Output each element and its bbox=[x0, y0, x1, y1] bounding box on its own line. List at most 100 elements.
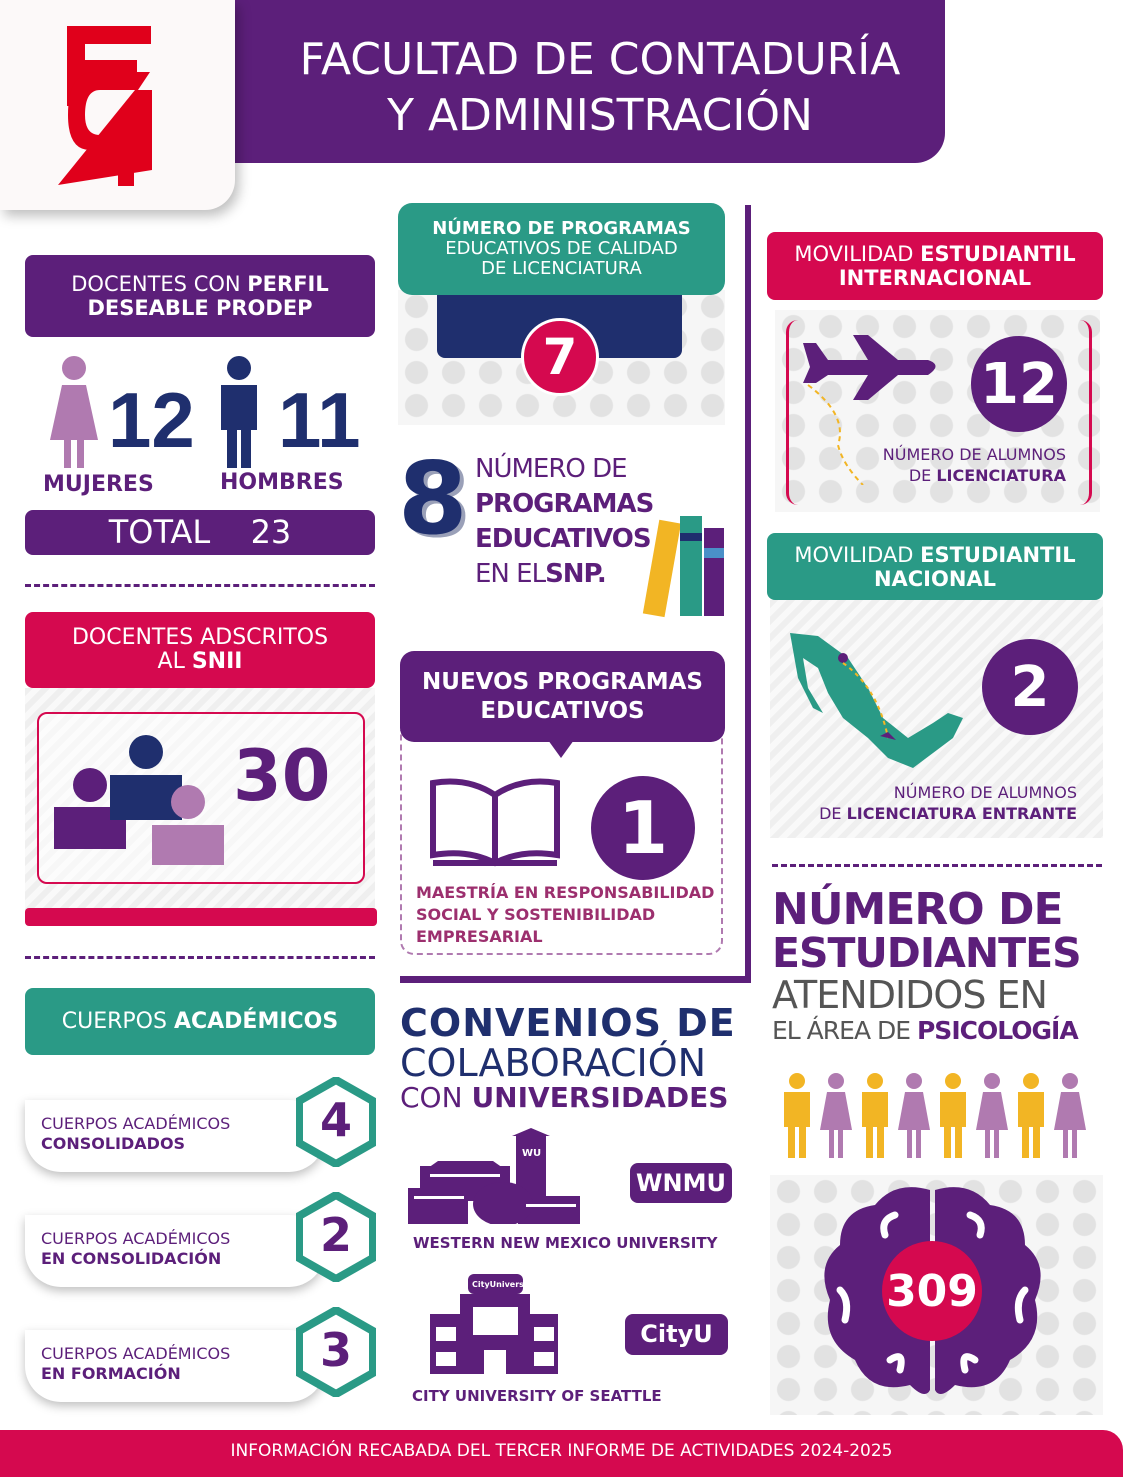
wnmu-building-sign: WU bbox=[522, 1148, 541, 1159]
nuevos-title-line1: NUEVOS PROGRAMAS bbox=[422, 668, 703, 695]
nuevos-desc: MAESTRÍA EN RESPONSABILIDAD SOCIAL Y SOS… bbox=[416, 882, 714, 948]
hexagon-badge: 2 bbox=[296, 1192, 376, 1282]
cuerpos-value: 3 bbox=[319, 1323, 352, 1377]
cityu-building-sign: CityUniversity bbox=[472, 1280, 537, 1289]
hexagon-badge: 3 bbox=[296, 1307, 376, 1397]
nuevos-value: 1 bbox=[591, 776, 695, 880]
people-row bbox=[780, 1072, 1087, 1160]
mov-nac-value: 2 bbox=[982, 639, 1078, 735]
snp-value: 8 bbox=[398, 440, 468, 557]
person-icon bbox=[820, 1073, 852, 1158]
cuerpos-header: CUERPOS ACADÉMICOS bbox=[25, 988, 375, 1055]
books-icon bbox=[642, 516, 724, 618]
calidad-line1: NÚMERO DE PROGRAMAS bbox=[432, 218, 691, 239]
nuevos-desc-line2: SOCIAL Y SOSTENIBILIDAD bbox=[416, 905, 656, 924]
cuerpos-item: CUERPOS ACADÉMICOS CONSOLIDADOS bbox=[25, 1100, 325, 1172]
women-count: 12 bbox=[108, 376, 195, 464]
mov-nac-header: MOVILIDAD ESTUDIANTIL NACIONAL bbox=[767, 533, 1103, 600]
prodep-header: DOCENTES CON PERFIL DESEABLE PRODEP bbox=[25, 255, 375, 337]
footer-bar: INFORMACIÓN RECABADA DEL TERCER INFORME … bbox=[0, 1430, 1123, 1477]
snp-line4b: SNP. bbox=[545, 559, 607, 589]
open-book-icon bbox=[430, 778, 560, 867]
mov-nac-title-c: NACIONAL bbox=[873, 566, 997, 591]
mov-int-title-c: INTERNACIONAL bbox=[838, 266, 1032, 290]
mexico-map-icon bbox=[790, 633, 963, 768]
cuerpos-item: CUERPOS ACADÉMICOS EN CONSOLIDACIÓN bbox=[25, 1215, 325, 1287]
psico-title: NÚMERO DE ESTUDIANTES ATENDIDOS EN EL ÁR… bbox=[772, 888, 1104, 1046]
psico-value: 309 bbox=[882, 1241, 982, 1341]
title-banner: FACULTAD DE CONTADURÍA Y ADMINISTRACIÓN bbox=[235, 0, 945, 163]
cuerpos-item-line1: CUERPOS ACADÉMICOS bbox=[41, 1344, 231, 1363]
snii-title-c: SNII bbox=[191, 649, 243, 674]
calidad-header: NÚMERO DE PROGRAMAS EDUCATIVOS DE CALIDA… bbox=[398, 203, 725, 295]
cuerpos-item-line2: CONSOLIDADOS bbox=[41, 1134, 186, 1153]
male-icon bbox=[221, 356, 257, 468]
mov-int-value: 12 bbox=[971, 336, 1067, 432]
nuevos-title-line2: EDUCATIVOS bbox=[480, 697, 645, 724]
female-icon bbox=[50, 356, 98, 468]
nuevos-desc-line3: EMPRESARIAL bbox=[416, 927, 543, 946]
snp-line1: NÚMERO DE bbox=[475, 454, 628, 484]
men-label: HOMBRES bbox=[220, 470, 344, 495]
convenios-line3a: CON bbox=[400, 1081, 472, 1114]
total-label: TOTAL bbox=[108, 513, 211, 551]
column-divider-vertical bbox=[745, 205, 751, 983]
prodep-title-b: PERFIL bbox=[247, 272, 329, 296]
cuerpos-item-line2: EN FORMACIÓN bbox=[41, 1364, 181, 1383]
nuevos-header: NUEVOS PROGRAMAS EDUCATIVOS bbox=[400, 651, 725, 742]
mov-nac-desc-b: DE bbox=[819, 804, 847, 823]
psico-line3: ATENDIDOS EN bbox=[772, 973, 1048, 1017]
psico-line1: NÚMERO DE bbox=[772, 884, 1064, 935]
mov-int-bracket bbox=[786, 320, 1092, 505]
person-icon bbox=[784, 1073, 810, 1158]
snp-line3: EDUCATIVOS bbox=[475, 524, 652, 554]
nuevos-desc-line1: MAESTRÍA EN RESPONSABILIDAD bbox=[416, 883, 715, 902]
divider bbox=[772, 864, 1102, 867]
person-icon bbox=[1018, 1073, 1044, 1158]
hexagon-badge: 4 bbox=[296, 1077, 376, 1167]
brain-icon bbox=[824, 1187, 1041, 1394]
convenios-title: CONVENIOS DE COLABORACIÓN CON UNIVERSIDA… bbox=[400, 1003, 736, 1113]
people-group-icon bbox=[54, 735, 224, 865]
convenios-line2: COLABORACIÓN bbox=[400, 1041, 707, 1085]
fca-logo-mark-icon bbox=[58, 26, 152, 186]
footer-text: INFORMACIÓN RECABADA DEL TERCER INFORME … bbox=[230, 1441, 893, 1461]
fca-logo bbox=[0, 0, 235, 210]
cuerpos-item-line1: CUERPOS ACADÉMICOS bbox=[41, 1114, 231, 1133]
cuerpos-item-line2: EN CONSOLIDACIÓN bbox=[41, 1249, 222, 1268]
mov-nac-title-b: ESTUDIANTIL bbox=[920, 542, 1076, 567]
convenios-line1: CONVENIOS DE bbox=[400, 1001, 736, 1045]
person-icon bbox=[862, 1073, 888, 1158]
mov-nac-desc-c: LICENCIATURA ENTRANTE bbox=[846, 804, 1077, 823]
psico-line4a: EL ÁREA DE bbox=[772, 1016, 917, 1045]
total-bar: TOTAL 23 bbox=[25, 510, 375, 555]
title-line-2: Y ADMINISTRACIÓN bbox=[387, 90, 813, 141]
total-value: 23 bbox=[250, 513, 292, 551]
calidad-value: 7 bbox=[521, 318, 599, 396]
snii-bar bbox=[25, 908, 377, 926]
callout-pointer-icon bbox=[548, 740, 574, 758]
cuerpos-item-line1: CUERPOS ACADÉMICOS bbox=[41, 1229, 231, 1248]
prodep-title-a: DOCENTES CON bbox=[71, 272, 248, 296]
wnmu-name: WESTERN NEW MEXICO UNIVERSITY bbox=[413, 1234, 718, 1252]
wnmu-badge: WNMU bbox=[630, 1163, 732, 1203]
snii-title-a: DOCENTES ADSCRITOS bbox=[71, 625, 329, 650]
cityu-name: CITY UNIVERSITY OF SEATTLE bbox=[412, 1387, 662, 1405]
cuerpos-item: CUERPOS ACADÉMICOS EN FORMACIÓN bbox=[25, 1330, 325, 1402]
person-icon bbox=[898, 1073, 930, 1158]
mov-int-desc-c: LICENCIATURA bbox=[936, 466, 1066, 485]
airplane-icon bbox=[803, 335, 936, 485]
title-line-1: FACULTAD DE CONTADURÍA bbox=[299, 34, 901, 85]
cuerpos-title-b: ACADÉMICOS bbox=[173, 1008, 339, 1034]
person-icon bbox=[976, 1073, 1008, 1158]
mov-int-title-b: ESTUDIANTIL bbox=[920, 242, 1076, 266]
psico-line2: ESTUDIANTES bbox=[772, 929, 1082, 977]
psico-line4b: PSICOLOGÍA bbox=[916, 1016, 1079, 1045]
men-count: 11 bbox=[278, 376, 361, 464]
prodep-title-c: DESEABLE PRODEP bbox=[87, 296, 313, 320]
snii-count: 30 bbox=[233, 735, 331, 817]
calidad-line3: DE LICENCIATURA bbox=[481, 258, 642, 279]
cuerpos-value: 4 bbox=[319, 1093, 352, 1147]
calidad-line2: EDUCATIVOS DE CALIDAD bbox=[445, 238, 678, 259]
mov-nac-desc: NÚMERO DE ALUMNOS DE LICENCIATURA ENTRAN… bbox=[780, 782, 1077, 824]
